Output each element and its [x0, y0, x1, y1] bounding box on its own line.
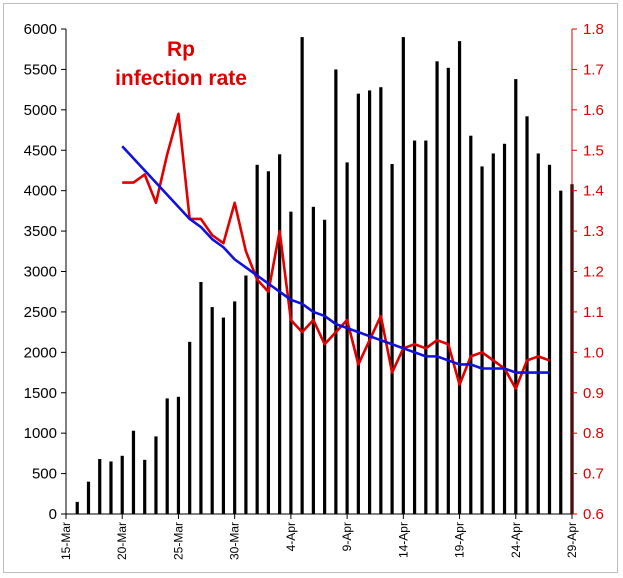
x-axis-ticks: 15-Mar 20-Mar 25-Mar 30-Mar 4-Apr 9-Apr 14-Apr…: [59, 514, 579, 560]
left-tick-label: 4000: [24, 183, 57, 200]
bar-day-4: [109, 461, 113, 514]
lines-layer: [121, 112, 550, 391]
bar-day-17: [255, 164, 259, 515]
bar-day-25: [345, 162, 349, 515]
bar-day-19: [278, 154, 282, 515]
bar-day-16: [244, 275, 248, 514]
bar-day-30: [401, 37, 405, 514]
right-tick-label: 1.1: [583, 304, 604, 321]
x-tick-label: 14-Apr: [396, 522, 410, 558]
right-tick-label: 1.8: [583, 21, 604, 38]
left-tick-label: 3000: [24, 264, 57, 281]
bar-day-20: [289, 211, 293, 514]
x-tick-label: 20-Mar: [115, 522, 129, 560]
right-tick-label: 0.9: [583, 385, 604, 402]
bar-day-29: [390, 163, 394, 515]
bar-day-38: [491, 153, 495, 515]
bar-day-26: [356, 93, 360, 515]
right-tick-label: 0.7: [583, 466, 604, 483]
bar-day-2: [86, 481, 91, 514]
bars-layer: [75, 37, 574, 515]
left-tick-label: 0: [49, 506, 57, 523]
bar-day-14: [221, 317, 226, 514]
left-tick-label: 4500: [24, 142, 57, 159]
bar-day-34: [446, 67, 450, 515]
left-tick-label: 1000: [24, 425, 57, 442]
bar-day-39: [502, 143, 507, 514]
bar-day-42: [536, 153, 540, 515]
bar-day-40: [514, 79, 518, 515]
bar-day-1: [75, 501, 79, 515]
bar-day-44: [559, 190, 563, 515]
bar-day-12: [199, 282, 203, 514]
x-tick-label: 29-Apr: [565, 522, 579, 558]
bar-day-10: [176, 396, 181, 514]
bar-day-22: [311, 206, 315, 514]
bar-day-43: [547, 164, 552, 515]
bar-day-36: [469, 135, 473, 514]
right-tick-label: 0.8: [583, 425, 604, 442]
right-tick-label: 1.6: [583, 102, 604, 119]
bar-day-27: [368, 90, 372, 515]
right-tick-label: 1.5: [583, 142, 604, 159]
rp-infection-rate-line: [122, 112, 550, 391]
bar-day-7: [143, 459, 147, 514]
bar-day-31: [412, 140, 417, 515]
x-tick-label: 24-Apr: [509, 522, 523, 558]
left-tick-label: 3500: [24, 223, 57, 240]
left-tick-label: 2000: [24, 344, 57, 361]
x-tick-label: 30-Mar: [228, 522, 242, 560]
bar-day-33: [435, 61, 439, 514]
bar-day-9: [165, 398, 169, 514]
bar-day-13: [210, 307, 214, 514]
left-tick-label: 6000: [24, 21, 57, 38]
axes-layer: [65, 29, 573, 515]
bar-day-11: [188, 341, 192, 514]
right-tick-label: 1.7: [583, 61, 604, 78]
right-tick-label: 1.3: [583, 223, 604, 240]
left-tick-label: 500: [32, 466, 57, 483]
left-tick-label: 5000: [24, 102, 57, 119]
left-tick-label: 1500: [24, 385, 57, 402]
annotation-rp: Rp: [167, 38, 195, 61]
bar-day-24: [334, 69, 338, 515]
bar-day-21: [300, 37, 304, 514]
x-tick-label: 25-Mar: [171, 522, 185, 560]
right-axis-ticks: 0.6 0.7 0.8 0.9 1.0 1.1 1.2 1.3 1.4 1.5 1.6 1.7 1.8: [572, 21, 604, 523]
x-tick-label: 19-Apr: [453, 522, 467, 558]
x-tick-label: 15-Mar: [59, 522, 73, 560]
bar-day-23: [323, 219, 327, 514]
bar-day-35: [457, 41, 462, 515]
right-tick-label: 1.0: [583, 344, 604, 361]
bar-day-3: [98, 459, 102, 514]
right-tick-label: 1.2: [583, 264, 604, 281]
x-tick-label: 4-Apr: [284, 522, 298, 551]
bar-day-8: [154, 436, 158, 514]
bar-day-32: [424, 140, 428, 515]
trend-line: [121, 145, 550, 374]
bar-day-15: [233, 301, 237, 514]
annotation-infection-rate: infection rate: [115, 67, 247, 90]
x-tick-label: 9-Apr: [340, 522, 354, 551]
bar-day-5: [120, 455, 124, 514]
bar-day-28: [379, 87, 383, 514]
bar-day-37: [480, 166, 484, 515]
bar-day-18: [266, 171, 270, 514]
right-tick-label: 0.6: [583, 506, 604, 523]
left-tick-label: 2500: [24, 304, 57, 321]
left-tick-label: 5500: [24, 61, 57, 78]
left-axis-ticks: 0 500 1000 1500 2000 2500 3000 3500 4000 4500 5000…: [24, 21, 66, 523]
right-tick-label: 1.4: [583, 183, 604, 200]
bar-day-6: [131, 430, 136, 514]
bar-day-41: [525, 116, 529, 515]
